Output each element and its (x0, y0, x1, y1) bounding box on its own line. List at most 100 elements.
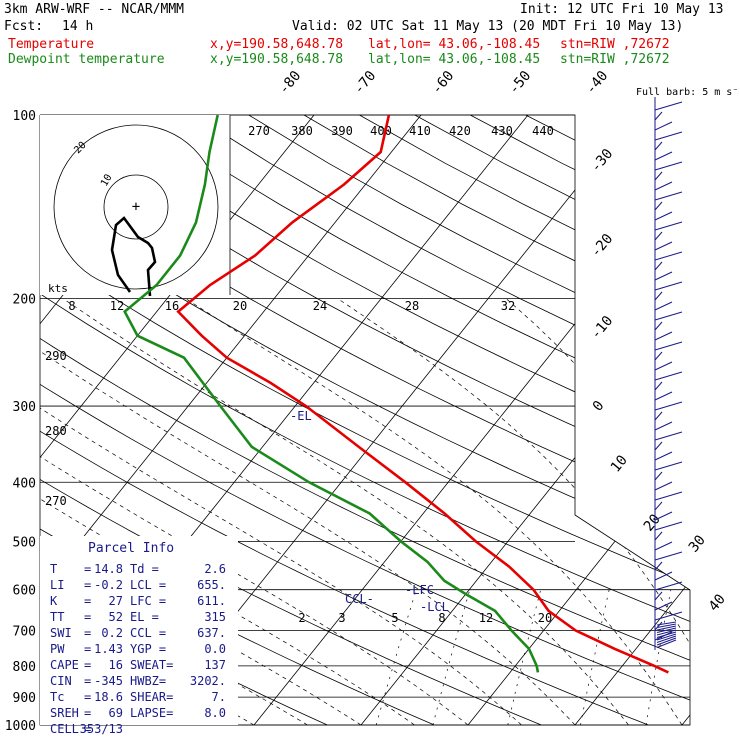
hodograph-ring (103, 174, 169, 240)
parcel-value: 353/13 (80, 722, 123, 736)
dry-adiabat (470, 115, 690, 725)
lcl-marker: -LCL (420, 600, 449, 614)
mixing-ratio-line (375, 589, 417, 725)
parcel-key: PW (50, 642, 65, 656)
isotherm-label: 30 (686, 532, 709, 555)
parcel-info-title: Parcel Info (88, 541, 174, 556)
isotherm-line (360, 115, 690, 725)
theta-axis-label: 410 (409, 124, 431, 138)
isotherm-label: 20 (641, 511, 664, 534)
hodograph-kts-label: kts (48, 282, 68, 295)
parcel-eq: = (84, 706, 91, 720)
parcel-eq: = (84, 594, 91, 608)
theta-axis-label: 400 (370, 124, 392, 138)
parcel-eq: = (84, 578, 91, 592)
wind-barb (654, 281, 683, 291)
wind-barb (654, 241, 673, 251)
isotherm-line (574, 115, 690, 725)
temperature-line (176, 115, 669, 674)
fcst-value: 14 h (62, 19, 94, 34)
wind-barb (656, 623, 677, 628)
temp-axis-label: 32 (501, 299, 515, 313)
temp-axis-label: 12 (110, 299, 124, 313)
wind-barb (654, 401, 683, 411)
wind-barb (654, 171, 663, 181)
parcel-value: 655. (197, 578, 226, 592)
hodograph-trace (110, 216, 157, 297)
wind-barb (654, 541, 673, 551)
wind-barb (656, 631, 677, 638)
temperature-latlon: lat,lon= 43.06,-108.45 (368, 37, 541, 52)
parcel-value: 8.0 (204, 706, 226, 720)
pressure-label: 200 (13, 293, 36, 308)
fcst-label: Fcst: (4, 19, 44, 34)
wind-barb (654, 431, 683, 441)
wind-barb (654, 371, 683, 381)
mixing-ratio-label: 8 (438, 611, 445, 625)
wind-barb (654, 351, 663, 361)
wind-barb (654, 551, 683, 561)
isotherm-label: -70 (351, 68, 380, 98)
pressure-label: 400 (13, 476, 36, 491)
wind-barb (654, 381, 663, 391)
parcel-value: 611. (197, 594, 226, 608)
dry-adiabat (40, 115, 690, 725)
parcel-eq: = (84, 658, 91, 672)
wind-legend: Full barb: 5 m s⁻¹ (636, 87, 740, 98)
wind-barb (656, 625, 677, 631)
pressure-label: 700 (13, 625, 36, 640)
dry-adiabat (137, 115, 690, 725)
parcel-value: 137 (204, 658, 226, 672)
parcel-key: CELL (50, 722, 79, 736)
wind-barb (654, 451, 673, 461)
isotherm-line (467, 115, 690, 725)
isotherm-line (40, 115, 315, 725)
hodograph-ring-label: 10 (99, 173, 115, 189)
wind-barb (654, 231, 663, 241)
wind-barb (654, 301, 673, 311)
hodograph-ring (53, 124, 219, 290)
parcel-value: 7. (212, 690, 226, 704)
parcel-key: SREH (50, 706, 79, 720)
theta-axis-label: 380 (291, 124, 313, 138)
theta-axis-label: 420 (449, 124, 471, 138)
isotherm-label: -50 (506, 68, 535, 98)
dry-adiabat (40, 115, 690, 725)
pressure-label: 600 (13, 584, 36, 599)
parcel-key: Td = (130, 562, 159, 576)
parcel-value: 0.0 (204, 642, 226, 656)
parcel-value: 0.2 (101, 626, 123, 640)
dry-adiabat (303, 115, 690, 725)
theta-label: 270 (45, 494, 67, 508)
wind-barb (654, 481, 673, 491)
mixing-ratio-label: 5 (391, 611, 398, 625)
dewpoint-line (123, 115, 540, 673)
theta-axis-label: 440 (532, 124, 554, 138)
wind-barb (654, 111, 663, 121)
isotherm-line (253, 115, 690, 725)
parcel-info-box (40, 536, 238, 725)
dry-adiabat (525, 115, 690, 725)
temp-axis-label: 20 (233, 299, 247, 313)
wind-barb (654, 531, 663, 541)
wind-barb (654, 101, 683, 111)
isotherm-label: -60 (429, 68, 458, 98)
dry-adiabat (414, 115, 690, 725)
parcel-key: TT (50, 610, 64, 624)
temp-axis-label: 16 (165, 299, 179, 313)
isotherm-label: -30 (588, 146, 617, 176)
wind-barb (654, 521, 683, 531)
parcel-key: EL = (130, 610, 159, 624)
pressure-label: 1000 (5, 719, 36, 734)
wind-barb (654, 511, 673, 521)
wind-barb (654, 161, 683, 171)
dry-adiabat (359, 115, 690, 725)
parcel-key: YGP = (130, 642, 166, 656)
wind-barb (654, 461, 683, 471)
parcel-key: CAPE (50, 658, 79, 672)
wind-barb (654, 181, 673, 191)
parcel-key: CCL = (130, 626, 166, 640)
wind-barb (654, 411, 663, 421)
wind-barb (654, 251, 683, 261)
temp-axis-label: 24 (313, 299, 327, 313)
